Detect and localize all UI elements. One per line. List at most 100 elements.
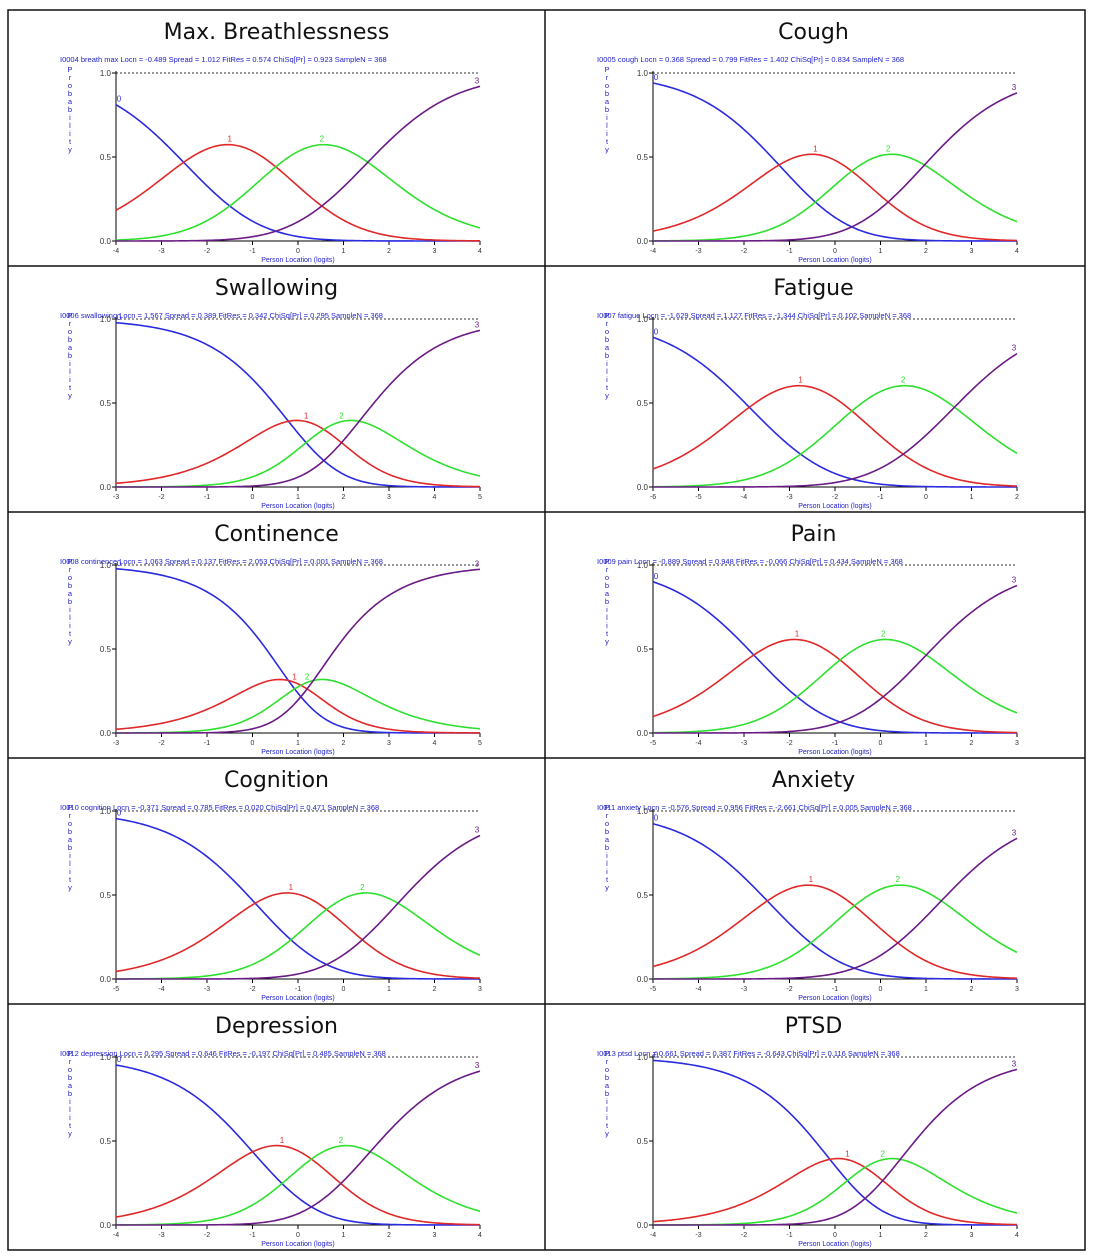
y-axis-label: Probability [66, 311, 75, 400]
chart-title: Swallowing [214, 276, 339, 301]
chart-title: Continence [214, 522, 339, 547]
y-tick-label: 1.0 [637, 807, 649, 816]
category-label: 1 [289, 883, 294, 892]
x-tick-label: -2 [786, 740, 792, 747]
y-tick-label: 1.0 [637, 69, 649, 78]
x-axis-label: Person Location (logits) [798, 257, 872, 264]
category-label: 3 [475, 826, 480, 835]
x-tick-label: -2 [741, 248, 747, 255]
x-tick-label: -3 [204, 986, 210, 993]
x-axis-label: Person Location (logits) [261, 503, 335, 510]
x-tick-label: -3 [786, 494, 792, 501]
category-label: 2 [360, 883, 365, 892]
x-tick-label: 3 [1015, 740, 1019, 747]
category-label: 0 [654, 73, 659, 82]
y-tick-label: 1.0 [100, 315, 112, 324]
y-tick-label: 1.0 [100, 561, 112, 570]
x-tick-label: -1 [786, 248, 792, 255]
x-tick-label: 3 [433, 1232, 437, 1239]
x-axis-label: Person Location (logits) [261, 995, 335, 1002]
chart-panel-5: Continence I0008 continence Locn = 1.063 … [8, 512, 545, 758]
y-tick-label: 0.5 [100, 1137, 112, 1146]
x-tick-label: 1 [924, 986, 928, 993]
y-tick-label: 0.5 [100, 645, 112, 654]
x-tick-label: 0 [924, 494, 928, 501]
y-axis-label: Probability [603, 803, 612, 892]
x-tick-label: 2 [433, 986, 437, 993]
x-tick-label: 0 [296, 248, 300, 255]
x-tick-label: 5 [478, 494, 482, 501]
x-tick-label: -5 [695, 494, 701, 501]
plot-area: 0.0 0.5 1.0 -4 -3 -2 -1 0 1 2 3 4 Person Location (l… [66, 65, 483, 264]
x-tick-label: 1 [296, 740, 300, 747]
category-label: 3 [475, 559, 480, 568]
x-tick-label: -1 [832, 740, 838, 747]
x-tick-label: 1 [879, 248, 883, 255]
category-label: 2 [901, 376, 906, 385]
category-curve-2 [652, 638, 1018, 734]
item-statistics: I0007 fatigue Locn = -1.629 Spread = 1.1… [597, 311, 912, 320]
chart-panel-7: Cognition I0010 cognition Locn = -0.371 S… [8, 758, 545, 1004]
category-label: 0 [654, 1050, 659, 1059]
x-tick-label: -3 [113, 740, 119, 747]
category-label: 3 [475, 320, 480, 329]
category-label: 2 [886, 144, 891, 153]
category-curve-0 [652, 822, 1017, 980]
x-tick-label: -1 [249, 1232, 255, 1239]
y-tick-label: 0.5 [100, 399, 112, 408]
y-tick-label: 0.0 [100, 975, 112, 984]
x-tick-label: -4 [650, 248, 656, 255]
x-tick-label: -2 [832, 494, 838, 501]
y-tick-label: 0.5 [637, 399, 649, 408]
x-axis-label: Person Location (logits) [798, 1241, 872, 1248]
x-tick-label: -1 [249, 248, 255, 255]
category-curve-0 [115, 567, 480, 734]
x-tick-label: -1 [204, 494, 210, 501]
y-tick-label: 0.5 [637, 1137, 649, 1146]
category-curve-1 [115, 678, 481, 734]
plot-area: 0.0 0.5 1.0 -6 -5 -4 -3 -2 -1 0 1 2 Person Location … [603, 311, 1020, 510]
category-label: 2 [896, 875, 901, 884]
category-curve-2 [115, 143, 481, 241]
category-label: 3 [1012, 1059, 1017, 1068]
chart-panel-8: Anxiety I0011 anxiety Locn = -0.576 Sprea… [545, 758, 1082, 1004]
chart-title: Cough [778, 20, 849, 45]
x-tick-label: -1 [832, 986, 838, 993]
x-tick-label: 3 [433, 248, 437, 255]
y-tick-label: 0.5 [100, 153, 112, 162]
item-statistics: I0006 swallowing Locn = 1.567 Spread = 0… [60, 311, 383, 320]
y-tick-label: 0.5 [637, 645, 649, 654]
item-statistics: I0005 cough Locn = 0.368 Spread = 0.799 … [597, 55, 905, 64]
x-tick-label: -4 [113, 248, 119, 255]
category-label: 2 [320, 135, 325, 144]
category-curve-1 [652, 384, 1018, 487]
y-tick-label: 0.5 [637, 891, 649, 900]
y-axis-label: Probability [603, 1049, 612, 1138]
category-curve-3 [653, 837, 1018, 980]
category-label: 1 [798, 376, 803, 385]
plot-area: 0.0 0.5 1.0 -4 -3 -2 -1 0 1 2 3 4 Person Location (l… [603, 1049, 1020, 1248]
category-curve-0 [115, 1064, 480, 1226]
x-tick-label: 0 [251, 494, 255, 501]
y-tick-label: 1.0 [100, 1053, 112, 1062]
x-tick-label: -3 [741, 986, 747, 993]
category-curve-1 [115, 892, 481, 979]
y-tick-label: 0.0 [100, 1221, 112, 1230]
category-curve-0 [652, 1059, 1017, 1226]
x-tick-label: 1 [342, 248, 346, 255]
x-tick-label: 4 [478, 1232, 482, 1239]
y-axis-label: Probability [66, 1049, 75, 1138]
category-curve-2 [652, 153, 1018, 242]
category-curve-2 [115, 678, 481, 734]
x-tick-label: -3 [158, 1232, 164, 1239]
x-tick-label: -3 [741, 740, 747, 747]
x-tick-label: -2 [158, 494, 164, 501]
item-statistics: I0010 cognition Locn = -0.371 Spread = 0… [60, 803, 380, 812]
chart-panel-1: Max. Breathlessness I0004 breath max Locn… [8, 10, 545, 266]
category-curve-3 [116, 1070, 481, 1226]
category-label: 0 [654, 572, 659, 581]
x-tick-label: 2 [342, 494, 346, 501]
